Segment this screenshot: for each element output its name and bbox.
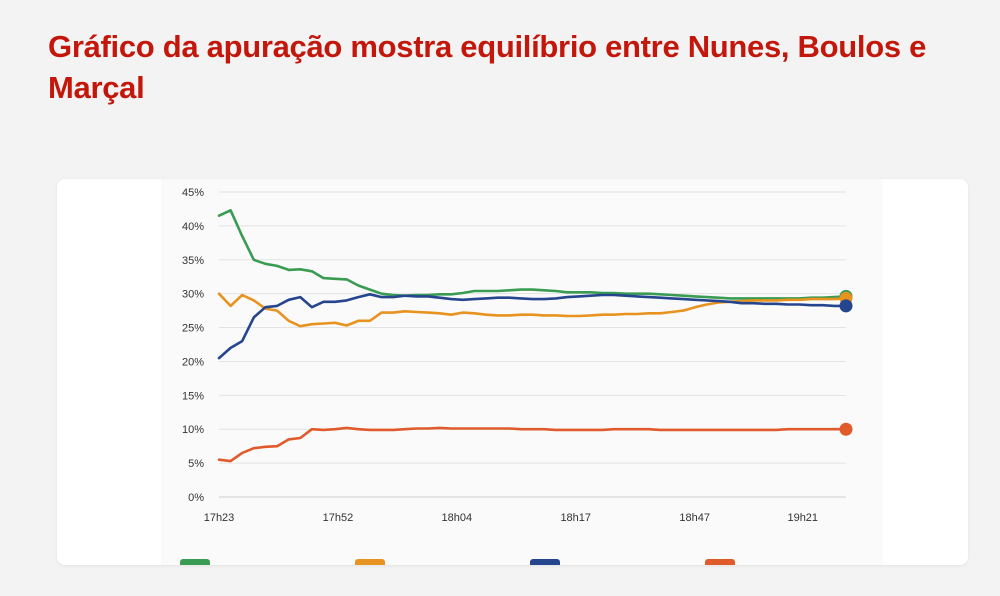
- series-end-marker-4: [839, 422, 853, 436]
- y-tick-label: 20%: [182, 356, 204, 368]
- series-lines: [217, 208, 853, 463]
- x-tick-label: 17h23: [204, 512, 235, 524]
- y-tick-label: 10%: [182, 424, 204, 436]
- y-tick-label: 0%: [188, 492, 204, 504]
- y-tick-label: 40%: [182, 221, 204, 233]
- gridlines: [219, 191, 846, 498]
- chart-card: 0% 5% 10% 15% 20% 25% 30% 35% 40% 45% 17h23 17h52 18…: [57, 179, 968, 565]
- y-tick-label: 35%: [182, 255, 204, 267]
- series-line-2: [217, 292, 848, 328]
- legend-swatch-1: [180, 559, 210, 565]
- y-tick-label: 15%: [182, 390, 204, 402]
- series-line-4: [217, 426, 848, 463]
- x-tick-label: 18h17: [560, 512, 591, 524]
- series-line-1: [217, 208, 848, 300]
- line-chart: 0% 5% 10% 15% 20% 25% 30% 35% 40% 45% 17h23 17h52 18…: [180, 187, 853, 565]
- legend-swatch-4: [705, 559, 735, 565]
- legend: [180, 559, 735, 565]
- y-tick-label: 25%: [182, 323, 204, 335]
- axis-ticks: 0% 5% 10% 15% 20% 25% 30% 35% 40% 45% 17h23 17h52 18…: [182, 187, 818, 524]
- x-tick-label: 19h21: [787, 512, 818, 524]
- y-tick-label: 30%: [182, 289, 204, 301]
- x-tick-label: 18h04: [442, 512, 473, 524]
- series-end-marker-3: [839, 299, 853, 313]
- x-tick-label: 18h47: [679, 512, 710, 524]
- y-tick-label: 45%: [182, 187, 204, 199]
- chart-panel: [161, 179, 883, 565]
- x-tick-label: 17h52: [323, 512, 354, 524]
- article-headline: Gráfico da apuração mostra equilíbrio en…: [48, 29, 927, 105]
- legend-swatch-3: [530, 559, 560, 565]
- legend-swatch-2: [355, 559, 385, 565]
- series-line-3: [217, 293, 848, 360]
- y-tick-label: 5%: [188, 458, 204, 470]
